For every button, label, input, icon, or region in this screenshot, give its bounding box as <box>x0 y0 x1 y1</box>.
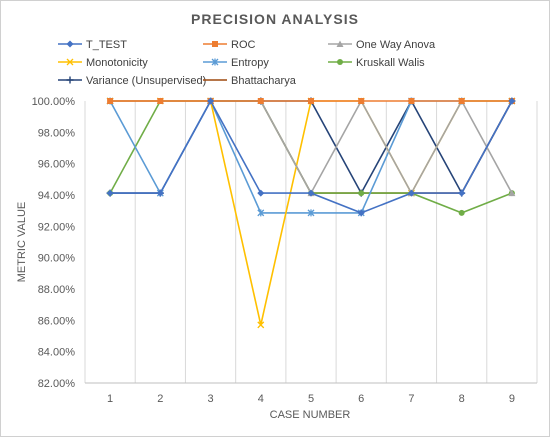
x-tick-label: 1 <box>107 393 113 405</box>
series-t-test <box>106 97 516 217</box>
data-point <box>66 76 74 84</box>
data-point <box>211 58 219 66</box>
legend-label: Kruskall Walis <box>356 57 425 69</box>
y-tick-label: 90.00% <box>38 253 76 265</box>
data-point <box>106 189 114 197</box>
legend-label: One Way Anova <box>356 39 436 51</box>
data-point <box>358 98 365 104</box>
y-tick-label: 100.00% <box>32 96 76 108</box>
legend-label: Entropy <box>231 57 269 69</box>
data-point <box>307 209 315 217</box>
y-tick-label: 88.00% <box>38 284 76 296</box>
series-layer <box>106 97 516 329</box>
legend-label: Monotonicity <box>86 57 148 69</box>
data-point <box>66 58 74 66</box>
x-tick-label: 5 <box>308 393 314 405</box>
data-point <box>207 97 215 105</box>
data-point <box>156 189 164 197</box>
data-point <box>458 209 465 216</box>
y-axis-title: METRIC VALUE <box>16 202 28 282</box>
legend-item: Bhattacharya <box>203 75 297 87</box>
y-tick-label: 98.00% <box>38 127 76 139</box>
data-point <box>257 189 265 197</box>
data-point <box>357 209 365 217</box>
data-point <box>358 190 365 197</box>
legend-item: Monotonicity <box>58 57 148 69</box>
y-tick-label: 86.00% <box>38 315 76 327</box>
data-point <box>157 98 164 104</box>
data-point <box>307 189 315 197</box>
series-one-way-anova <box>106 97 516 197</box>
x-tick-label: 8 <box>459 393 465 405</box>
legend-label: T_TEST <box>86 39 127 51</box>
data-point <box>408 98 415 104</box>
series-bhattacharya <box>110 100 513 194</box>
data-point <box>257 209 265 217</box>
x-tick-label: 7 <box>408 393 414 405</box>
legend-item: Kruskall Walis <box>328 57 425 69</box>
legend-label: Variance (Unsupervised) <box>86 75 206 87</box>
legend-item: ROC <box>203 39 256 51</box>
y-tick-label: 82.00% <box>38 378 76 390</box>
series-line <box>110 99 513 195</box>
data-point <box>458 189 466 197</box>
series-line <box>110 99 513 195</box>
legend-item: T_TEST <box>58 39 127 51</box>
y-tick-label: 96.00% <box>38 159 76 171</box>
data-point <box>337 59 343 65</box>
y-tick-label: 94.00% <box>38 190 76 202</box>
data-point <box>336 40 344 47</box>
data-point <box>508 189 516 197</box>
data-point <box>107 98 114 104</box>
x-tick-label: 9 <box>509 393 515 405</box>
data-point <box>458 98 465 104</box>
x-tick-label: 6 <box>358 393 364 405</box>
x-tick-label: 2 <box>157 393 163 405</box>
legend-item: Entropy <box>203 57 269 69</box>
series-roc <box>107 98 515 104</box>
x-tick-label: 3 <box>207 393 213 405</box>
chart-title: PRECISION ANALYSIS <box>191 11 359 27</box>
y-tick-label: 84.00% <box>38 347 76 359</box>
data-point <box>508 97 516 105</box>
legend-item: Variance (Unsupervised) <box>58 75 206 87</box>
data-point <box>308 98 314 104</box>
data-point <box>257 321 265 329</box>
x-axis: 1 2 3 4 5 6 7 8 9 <box>107 393 515 405</box>
gridlines <box>84 101 538 384</box>
data-point <box>257 98 264 104</box>
data-point <box>212 41 218 47</box>
legend-label: Bhattacharya <box>231 75 297 87</box>
legend-label: ROC <box>231 39 256 51</box>
data-point <box>407 189 415 197</box>
legend-item: One Way Anova <box>328 39 436 51</box>
y-axis: 82.00% 84.00% 86.00% 88.00% 90.00% 92.00% 94.0… <box>32 96 76 390</box>
legend: T_TEST ROC One Way Anova Monotonicity Entrop… <box>58 39 436 87</box>
series-line <box>110 100 513 194</box>
data-point <box>66 40 74 48</box>
x-axis-title: CASE NUMBER <box>270 409 351 421</box>
y-tick-label: 92.00% <box>38 221 76 233</box>
x-tick-label: 4 <box>258 393 264 405</box>
series-variance-unsupervised <box>106 97 516 197</box>
